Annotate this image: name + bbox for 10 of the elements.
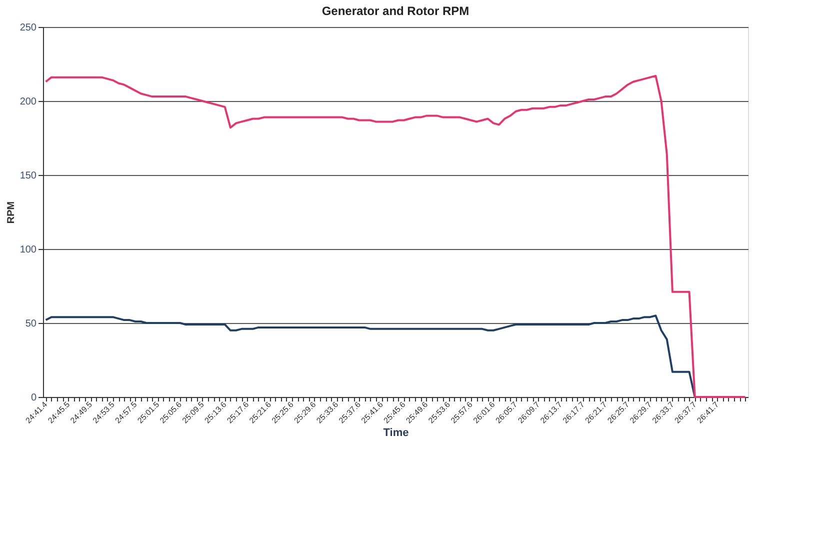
y-tick-label: 250	[20, 22, 37, 34]
y-axis-title: RPM	[6, 201, 17, 224]
y-tick-label: 0	[30, 392, 37, 404]
y-tick-label: 100	[20, 244, 37, 256]
y-tick-label: 150	[20, 170, 37, 182]
x-axis-title: Time	[383, 427, 409, 440]
chart-title: Generator and Rotor RPM	[322, 4, 470, 18]
line-series	[44, 74, 746, 398]
y-tick-label: 50	[25, 318, 37, 330]
y-tick-label: 200	[20, 96, 37, 108]
